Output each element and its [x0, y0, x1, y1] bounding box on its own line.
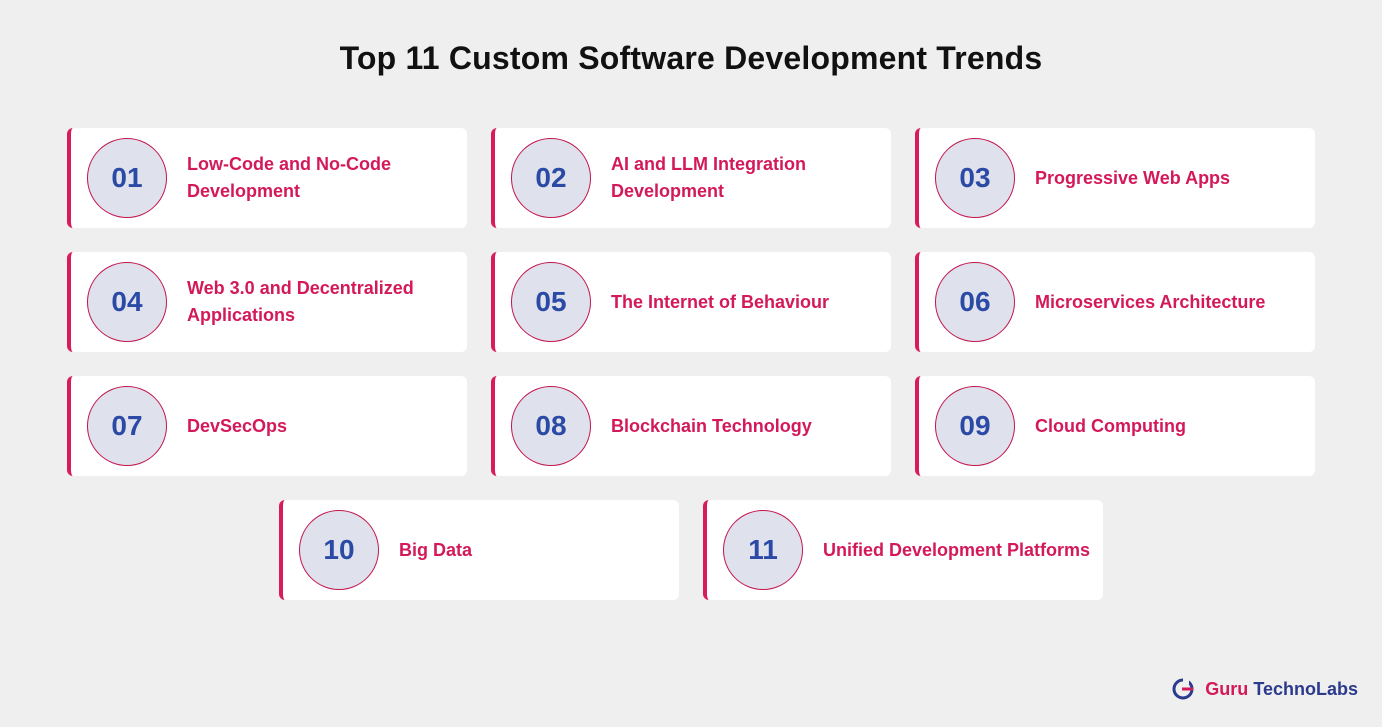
trend-label: Web 3.0 and Decentralized Applications [187, 278, 414, 325]
trend-card-01: 01 Low-Code and No-Code Development [67, 128, 467, 228]
trend-label: Blockchain Technology [611, 415, 812, 436]
trend-number: 05 [511, 262, 591, 342]
trend-number: 09 [935, 386, 1015, 466]
trend-label: AI and LLM Integration Development [611, 154, 806, 201]
guru-logo-icon [1172, 678, 1194, 700]
trend-label: Unified Development Platforms [823, 539, 1091, 560]
trend-number: 03 [935, 138, 1015, 218]
trend-label: DevSecOps [187, 415, 288, 436]
trend-card-11: 11 Unified Development Platforms [703, 500, 1103, 600]
page-title: Top 11 Custom Software Development Trend… [339, 40, 1043, 76]
brand-logo[interactable]: Guru TechnoLabs [1171, 677, 1358, 701]
trend-number: 11 [723, 510, 803, 590]
trend-number: 08 [511, 386, 591, 466]
brand-name-part2: TechnoLabs [1253, 678, 1358, 699]
trend-label: Progressive Web Apps [1035, 167, 1231, 188]
trend-label: Microservices Architecture [1035, 291, 1266, 312]
trend-card-04: 04 Web 3.0 and Decentralized Application… [67, 252, 467, 352]
trend-number: 04 [87, 262, 167, 342]
trend-number: 01 [87, 138, 167, 218]
trend-card-03: 03 Progressive Web Apps [915, 128, 1315, 228]
trend-card-06: 06 Microservices Architecture [915, 252, 1315, 352]
trend-label: Cloud Computing [1035, 415, 1186, 436]
trend-card-08: 08 Blockchain Technology [491, 376, 891, 476]
trend-number: 02 [511, 138, 591, 218]
trend-label: Low-Code and No-Code Development [187, 154, 391, 201]
trend-number: 10 [299, 510, 379, 590]
trend-number: 07 [87, 386, 167, 466]
trend-label: Big Data [399, 539, 473, 560]
trend-label: The Internet of Behaviour [611, 291, 830, 312]
brand-name-part1: Guru [1205, 678, 1249, 699]
trend-card-07: 07 DevSecOps [67, 376, 467, 476]
trend-card-05: 05 The Internet of Behaviour [491, 252, 891, 352]
trend-card-10: 10 Big Data [279, 500, 679, 600]
trend-card-02: 02 AI and LLM Integration Development [491, 128, 891, 228]
trend-card-09: 09 Cloud Computing [915, 376, 1315, 476]
trend-number: 06 [935, 262, 1015, 342]
